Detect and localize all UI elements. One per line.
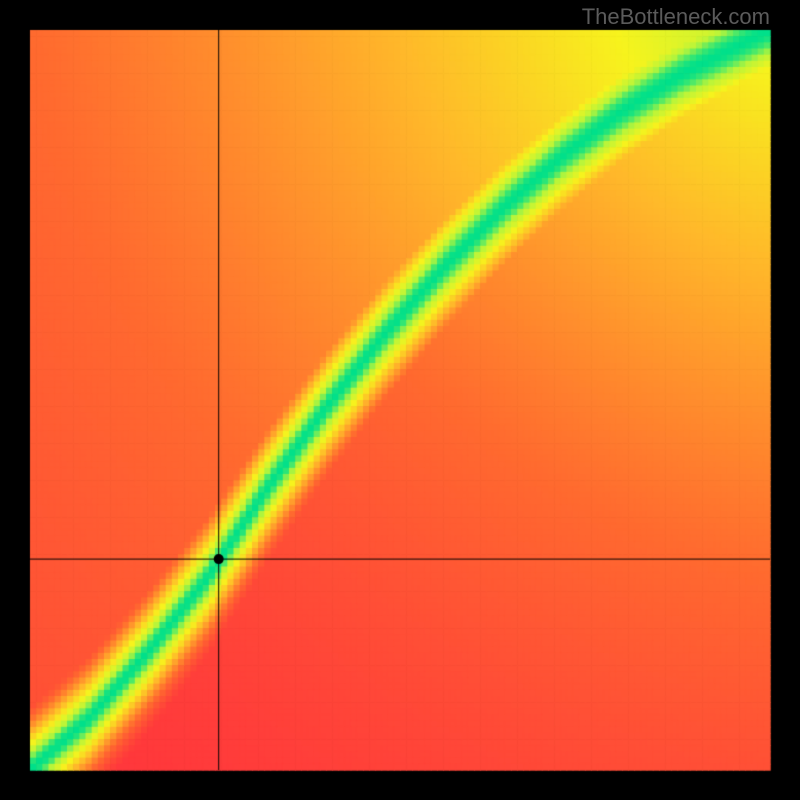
chart-frame: { "watermark": { "text": "TheBottleneck.… — [0, 0, 800, 800]
bottleneck-heatmap — [0, 0, 800, 800]
watermark-text: TheBottleneck.com — [582, 4, 770, 30]
